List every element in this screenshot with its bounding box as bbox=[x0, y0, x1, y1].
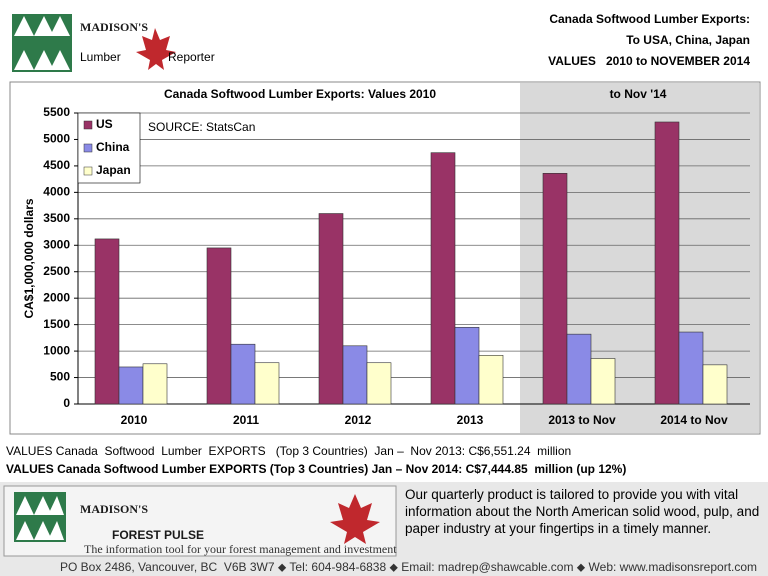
y-tick-label: 5500 bbox=[43, 105, 70, 119]
legend-swatch bbox=[83, 120, 93, 130]
bar bbox=[366, 362, 392, 405]
note-line: VALUES Canada Softwood Lumber EXPORTS (T… bbox=[6, 462, 626, 476]
bar bbox=[542, 173, 568, 405]
chart: to Nov '14 Canada Softwood Lumber Exports… bbox=[22, 83, 759, 433]
y-tick-label: 4000 bbox=[43, 185, 70, 199]
bar bbox=[254, 362, 280, 405]
logo-squares bbox=[12, 14, 72, 72]
legend-label: Japan bbox=[96, 163, 131, 177]
bar bbox=[678, 331, 704, 405]
x-tick-label: 2014 to Nov bbox=[660, 413, 728, 427]
x-tick-label: 2011 bbox=[233, 413, 259, 427]
bar bbox=[702, 364, 728, 405]
chart-title: Canada Softwood Lumber Exports: Values 2… bbox=[164, 87, 436, 101]
footer-logo-box bbox=[3, 485, 397, 557]
x-tick-label: 2013 bbox=[457, 413, 484, 427]
legend-swatch bbox=[83, 166, 93, 176]
logo-word: Lumber bbox=[80, 50, 121, 64]
y-tick-label: 2500 bbox=[43, 264, 70, 278]
bar bbox=[142, 363, 168, 405]
y-tick-label: 0 bbox=[63, 396, 70, 410]
legend-label: US bbox=[96, 117, 113, 131]
bar bbox=[118, 366, 144, 405]
header-title: Canada Softwood Lumber Exports: bbox=[549, 12, 750, 26]
bar bbox=[430, 152, 456, 405]
footer-address: PO Box 2486, Vancouver, BC V6B 3W7 ⬥ Tel… bbox=[60, 560, 757, 574]
y-tick-label: 3000 bbox=[43, 237, 70, 251]
bar bbox=[454, 326, 480, 405]
bar bbox=[318, 213, 344, 405]
footer-logo-squares bbox=[14, 492, 66, 542]
legend-label: China bbox=[96, 140, 130, 154]
bar bbox=[478, 355, 504, 405]
bar bbox=[654, 121, 680, 405]
header-title: VALUES 2010 to NOVEMBER 2014 bbox=[548, 54, 750, 68]
x-tick-label: 2013 to Nov bbox=[548, 413, 616, 427]
bar bbox=[566, 333, 592, 405]
logo-title: MADISON'S bbox=[80, 20, 148, 34]
footer-logo-title: MADISON'S bbox=[80, 502, 148, 516]
note-line: VALUES Canada Softwood Lumber EXPORTS (T… bbox=[6, 444, 571, 458]
footer-tagline: The information tool for your forest man… bbox=[84, 542, 397, 556]
y-tick-label: 500 bbox=[50, 370, 70, 384]
source-note: SOURCE: StatsCan bbox=[148, 120, 255, 134]
y-tick-label: 1000 bbox=[43, 343, 70, 357]
footer-blurb: Our quarterly product is tailored to pro… bbox=[405, 487, 760, 536]
bar bbox=[230, 343, 256, 405]
x-tick-label: 2012 bbox=[345, 413, 372, 427]
bar bbox=[206, 247, 232, 405]
y-tick-label: 4500 bbox=[43, 158, 70, 172]
footer-logo-sub: FOREST PULSE bbox=[112, 528, 204, 542]
bar bbox=[94, 238, 120, 405]
header-title: To USA, China, Japan bbox=[626, 33, 750, 47]
logo-word: Reporter bbox=[168, 50, 215, 64]
legend-swatch bbox=[83, 143, 93, 153]
bar bbox=[342, 345, 368, 405]
y-tick-label: 1500 bbox=[43, 317, 70, 331]
bar bbox=[590, 358, 616, 405]
y-tick-label: 3500 bbox=[43, 211, 70, 225]
shaded-title: to Nov '14 bbox=[610, 87, 667, 101]
x-tick-label: 2010 bbox=[121, 413, 148, 427]
y-tick-label: 2000 bbox=[43, 290, 70, 304]
y-axis-label: CA$1,000,000 dollars bbox=[22, 198, 36, 318]
maple-leaf bbox=[136, 28, 176, 70]
maple-leaf bbox=[330, 494, 380, 544]
y-tick-label: 5000 bbox=[43, 132, 70, 146]
